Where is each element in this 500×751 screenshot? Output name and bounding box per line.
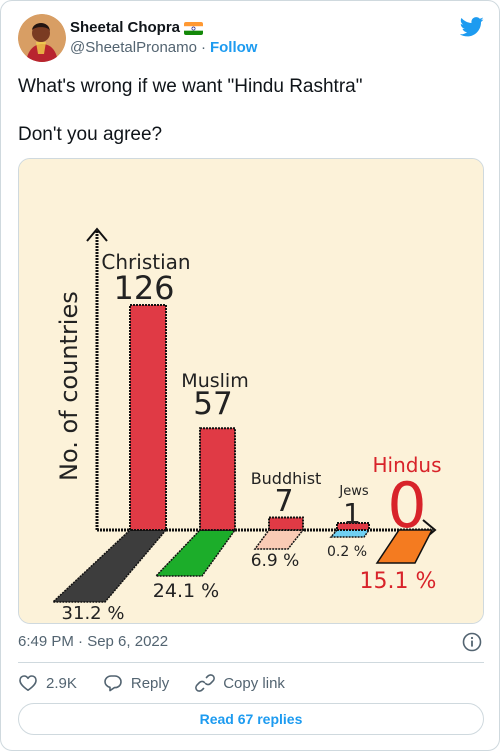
y-axis-arrow [86, 227, 108, 242]
tweet-text: What's wrong if we want "Hindu Rashtra" … [18, 75, 478, 146]
category-label: Buddhist [251, 469, 322, 488]
reply-button[interactable]: Reply [103, 673, 169, 693]
chart-bars [129, 304, 370, 532]
tweet-text-line: What's wrong if we want "Hindu Rashtra" [18, 76, 363, 97]
value-label: 1 [343, 497, 361, 530]
category-label: Muslim [181, 370, 248, 392]
population-share-label: 0.2 % [327, 544, 367, 560]
population-share-label: 31.2 % [62, 603, 125, 624]
like-count: 2.9K [46, 674, 77, 692]
population-share-label: 24.1 % [153, 580, 219, 602]
category-label: Jews [338, 484, 368, 499]
read-replies-button[interactable]: Read 67 replies [18, 703, 484, 735]
author-name-row[interactable]: Sheetal Chopra [70, 19, 204, 37]
tweet-image[interactable]: No. of countries Christian 126 31.2 % Musli… [18, 158, 484, 624]
author-handle-row: @SheetalPronamo · Follow [70, 39, 257, 57]
tweet-text-line: Don't you agree? [18, 124, 163, 145]
base-jews [329, 529, 371, 538]
category-label: Christian [101, 250, 190, 274]
copy-link-button[interactable]: Copy link [195, 673, 285, 693]
author-display-name[interactable]: Sheetal Chopra [70, 19, 181, 36]
chart-base-parallelograms [51, 529, 434, 603]
value-label: 7 [274, 484, 293, 519]
value-label: 57 [193, 386, 232, 422]
follow-button[interactable]: Follow [209, 39, 258, 56]
info-icon[interactable] [462, 632, 482, 652]
tweet-timestamp[interactable]: 6:49 PM · Sep 6, 2022 [18, 633, 169, 650]
base-hindus [375, 529, 434, 564]
population-share-label: 15.1 % [360, 569, 437, 594]
bar-christian [129, 304, 167, 531]
link-icon [195, 674, 216, 692]
reply-label: Reply [130, 674, 170, 692]
category-label: Hindus [372, 453, 441, 477]
y-axis-label: No. of countries [55, 291, 83, 481]
like-button[interactable]: 2.9K [18, 673, 77, 693]
bar-buddhist [268, 516, 304, 531]
author-avatar[interactable] [18, 14, 66, 62]
author-handle[interactable]: @SheetalPronamo [70, 39, 197, 56]
twitter-bird-icon[interactable] [459, 17, 484, 37]
india-flag-icon [184, 21, 204, 35]
separator-dot: · [200, 39, 206, 56]
base-muslim [154, 529, 237, 577]
value-label: 0 [387, 469, 426, 542]
copy-link-label: Copy link [223, 674, 285, 692]
heart-icon [19, 675, 37, 691]
speech-bubble-icon [104, 675, 122, 692]
divider [18, 662, 484, 663]
population-share-label: 6.9 % [251, 551, 300, 571]
bar-jews [336, 522, 370, 531]
bar-muslim [199, 427, 236, 532]
value-label: 126 [113, 269, 174, 307]
action-bar: 2.9K Reply Copy link [18, 671, 311, 695]
